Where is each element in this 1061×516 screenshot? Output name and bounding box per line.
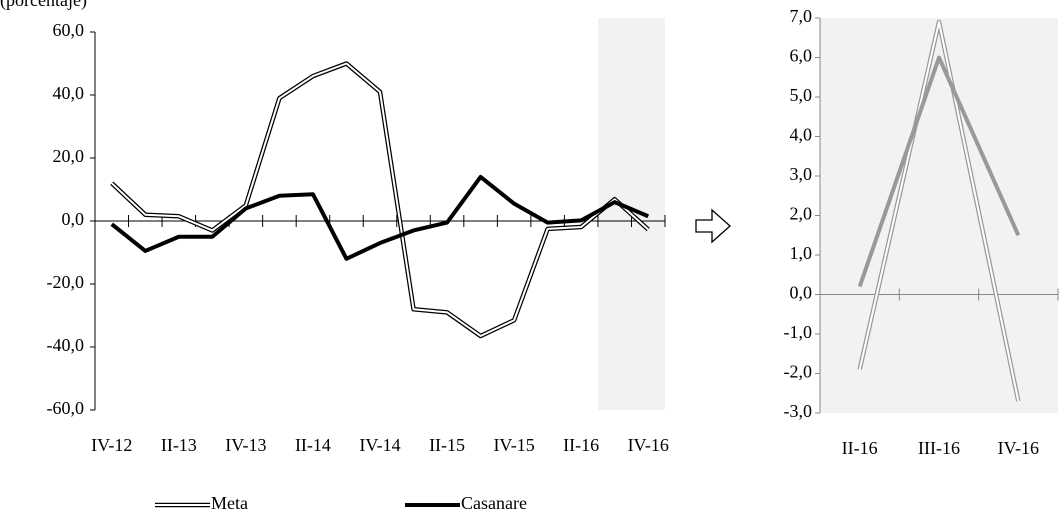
y-tick-label: 3,0 [790,164,813,184]
y-tick-label: 2,0 [790,204,813,224]
series-line [110,174,650,261]
y-tick-label: -1,0 [784,322,813,342]
y-tick-label: -2,0 [784,362,813,382]
legend-label: Meta [211,493,248,513]
legend-label: Casanare [461,493,527,513]
x-tick-label: II-15 [429,435,465,455]
plot-background [820,18,1058,413]
y-tick-label: 7,0 [790,6,813,26]
y-tick-label: 6,0 [790,46,813,66]
series-line [110,61,650,339]
y-tick-label: -40,0 [47,335,85,355]
y-tick-label: 0,0 [790,283,813,303]
y-tick-label: 5,0 [790,85,813,105]
y-tick-label: 0,0 [62,209,85,229]
y-tick-label: 4,0 [790,125,813,145]
x-tick-label: IV-13 [225,435,266,455]
y-tick-label: -20,0 [47,272,85,292]
x-tick-label: IV-14 [359,435,400,455]
series-line-inner [858,20,1020,402]
x-tick-label: IV-16 [628,435,669,455]
x-tick-label: II-16 [842,438,878,458]
series-line [857,55,1021,288]
y-tick-label: 20,0 [53,146,85,166]
y-tick-label: 60,0 [53,20,85,40]
y-tick-label: 40,0 [53,83,85,103]
x-tick-label: II-14 [295,435,331,455]
x-tick-label: III-16 [918,438,960,458]
x-tick-label: IV-12 [91,435,132,455]
y-axis-unit: (porcentaje) [0,0,87,11]
y-tick-label: -3,0 [784,401,813,421]
y-tick-label: -60,0 [47,398,85,418]
x-tick-label: IV-15 [493,435,534,455]
x-tick-label: IV-16 [998,438,1039,458]
x-tick-label: II-13 [161,435,197,455]
series-line-inner [111,62,649,337]
y-tick-label: 1,0 [790,243,813,263]
x-tick-label: II-16 [563,435,599,455]
arrow [695,208,731,244]
